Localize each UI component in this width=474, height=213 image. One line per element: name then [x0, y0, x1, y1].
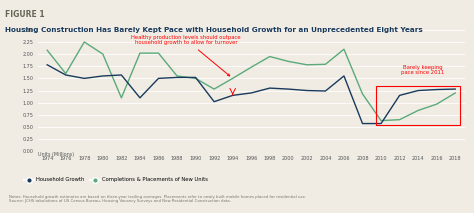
Text: Housing Construction Has Barely Kept Pace with Household Growth for an Unprecede: Housing Construction Has Barely Kept Pac… [5, 27, 422, 33]
Text: FIGURE 1: FIGURE 1 [5, 10, 45, 19]
Bar [376, 86, 460, 125]
Text: Notes: Household growth estimates are based on three-year trailing averages. Pla: Notes: Household growth estimates are ba… [9, 195, 307, 203]
Legend: Household Growth, Completions & Placements of New Units: Household Growth, Completions & Placemen… [22, 175, 210, 185]
Text: Healthy production levels should outpace
household growth to allow for turnover: Healthy production levels should outpace… [131, 35, 241, 76]
Text: Units (Millions): Units (Millions) [38, 152, 74, 157]
Text: Barely keeping
pace since 2011: Barely keeping pace since 2011 [401, 65, 445, 75]
